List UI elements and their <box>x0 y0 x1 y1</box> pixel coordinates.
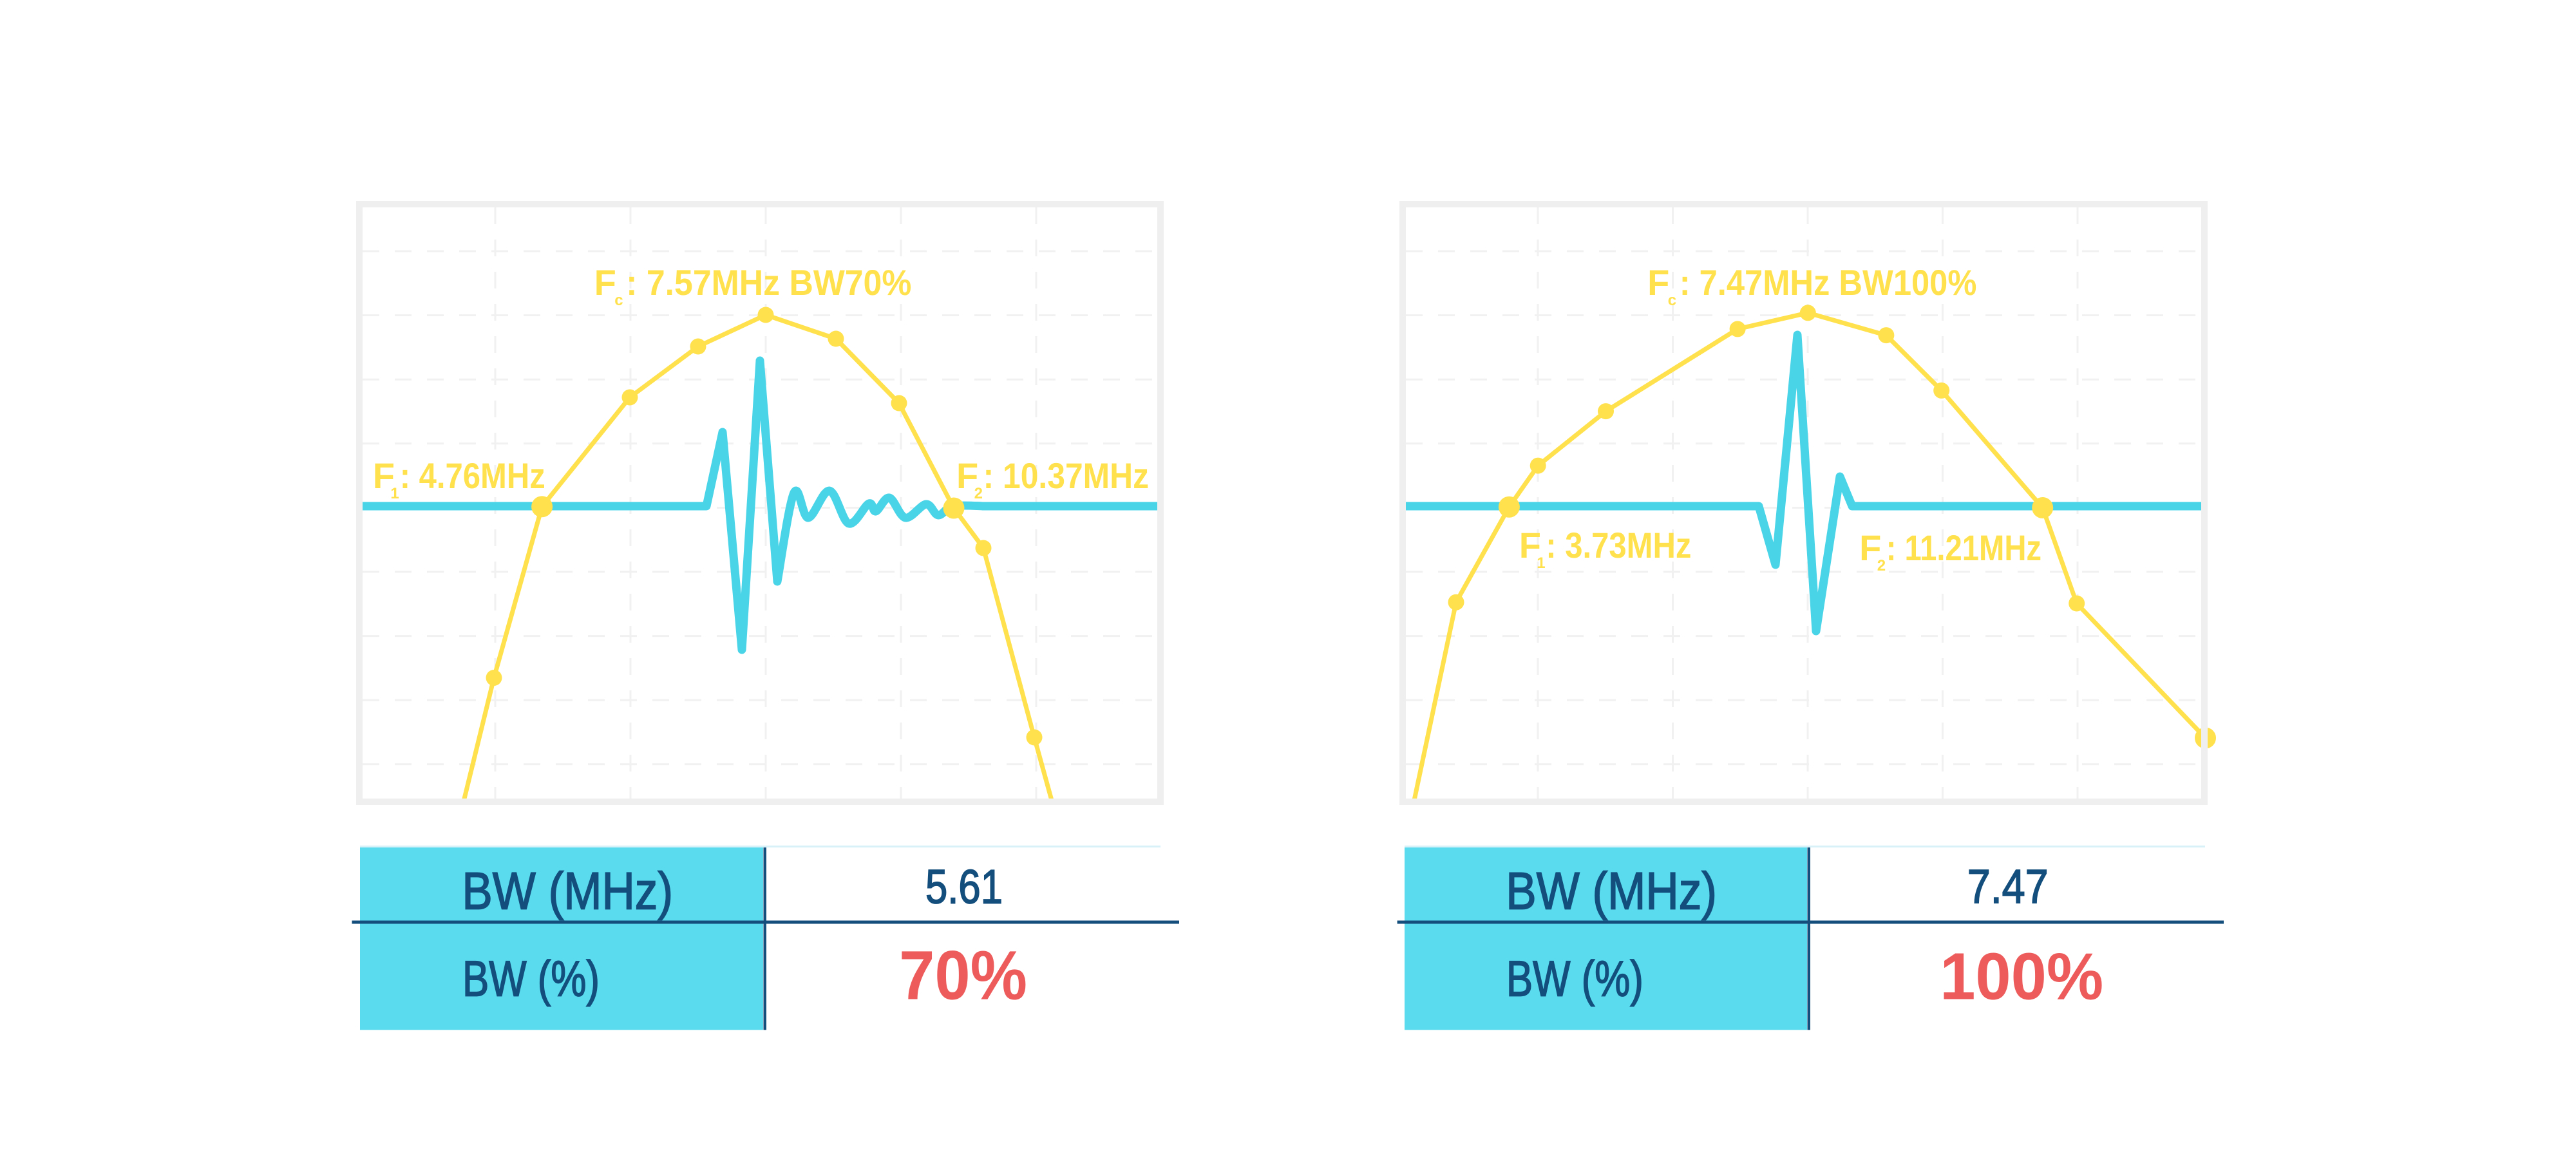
svg-text:: 4.76MHz: : 4.76MHz <box>400 455 545 496</box>
svg-text:2: 2 <box>1877 557 1886 574</box>
svg-text:1: 1 <box>390 485 399 502</box>
svg-text:BW (MHz): BW (MHz) <box>462 862 673 920</box>
svg-text:1: 1 <box>1537 554 1545 572</box>
svg-text:70%: 70% <box>899 936 1027 1014</box>
svg-text:: 3.73MHz: : 3.73MHz <box>1546 525 1691 565</box>
svg-text:5.61: 5.61 <box>925 860 1003 914</box>
svg-text:7.47: 7.47 <box>1967 860 2049 913</box>
svg-text:: 7.57MHz BW70%: : 7.57MHz BW70% <box>626 262 911 303</box>
svg-text:BW (%): BW (%) <box>1506 951 1643 1007</box>
svg-text:2: 2 <box>974 485 983 502</box>
svg-text:F: F <box>594 262 616 303</box>
svg-text:F: F <box>1647 262 1669 303</box>
svg-text:BW (%): BW (%) <box>462 951 600 1007</box>
svg-text:: 10.37MHz: : 10.37MHz <box>983 455 1149 496</box>
svg-text:c: c <box>614 292 623 309</box>
svg-text:F: F <box>373 455 395 496</box>
svg-text:F: F <box>1859 527 1881 568</box>
svg-text:: 11.21MHz: : 11.21MHz <box>1886 527 2041 568</box>
svg-text:: 7.47MHz BW100%: : 7.47MHz BW100% <box>1680 262 1977 303</box>
svg-text:F: F <box>1519 525 1541 565</box>
svg-text:100%: 100% <box>1940 939 2103 1013</box>
svg-text:BW (MHz): BW (MHz) <box>1506 862 1717 920</box>
svg-text:c: c <box>1668 292 1676 309</box>
svg-text:F: F <box>956 455 978 496</box>
